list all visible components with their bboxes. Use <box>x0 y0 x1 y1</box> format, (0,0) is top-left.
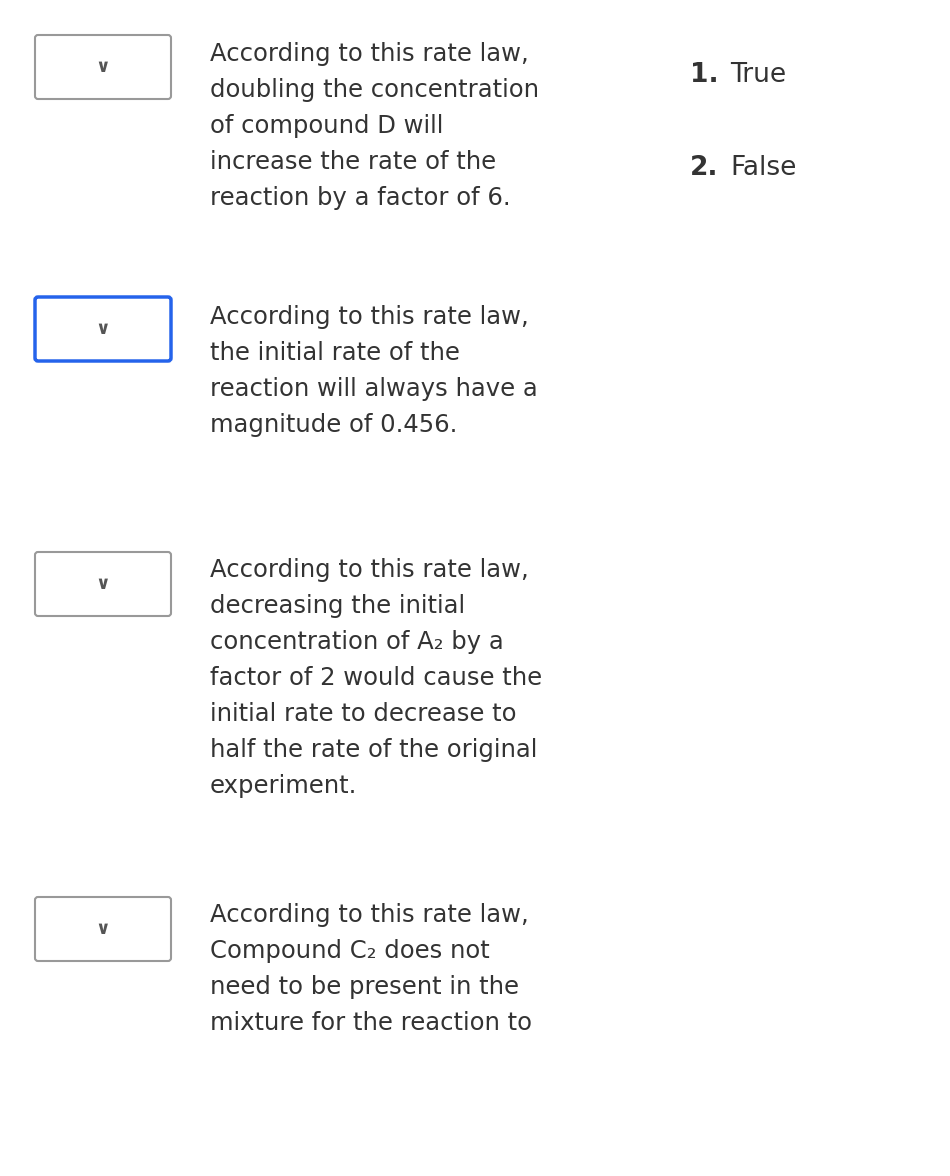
Text: reaction will always have a: reaction will always have a <box>210 377 538 401</box>
Text: ∨: ∨ <box>96 58 110 76</box>
Text: ∨: ∨ <box>96 575 110 593</box>
Text: magnitude of 0.456.: magnitude of 0.456. <box>210 413 457 437</box>
Text: need to be present in the: need to be present in the <box>210 975 519 998</box>
Text: True: True <box>730 62 787 88</box>
Text: ∨: ∨ <box>96 920 110 938</box>
Text: ∨: ∨ <box>96 320 110 338</box>
Text: the initial rate of the: the initial rate of the <box>210 341 460 365</box>
Text: According to this rate law,: According to this rate law, <box>210 42 529 66</box>
Text: increase the rate of the: increase the rate of the <box>210 151 496 174</box>
Text: Compound C₂ does not: Compound C₂ does not <box>210 938 490 963</box>
FancyBboxPatch shape <box>35 552 171 616</box>
Text: False: False <box>730 155 796 181</box>
Text: decreasing the initial: decreasing the initial <box>210 594 466 619</box>
FancyBboxPatch shape <box>35 298 171 361</box>
Text: initial rate to decrease to: initial rate to decrease to <box>210 702 517 726</box>
Text: concentration of A₂ by a: concentration of A₂ by a <box>210 630 504 654</box>
Text: reaction by a factor of 6.: reaction by a factor of 6. <box>210 186 511 211</box>
Text: According to this rate law,: According to this rate law, <box>210 557 529 582</box>
FancyBboxPatch shape <box>35 897 171 961</box>
Text: of compound D will: of compound D will <box>210 114 444 138</box>
Text: doubling the concentration: doubling the concentration <box>210 78 539 102</box>
Text: factor of 2 would cause the: factor of 2 would cause the <box>210 666 542 690</box>
Text: According to this rate law,: According to this rate law, <box>210 305 529 329</box>
Text: 1.: 1. <box>690 62 718 88</box>
Text: half the rate of the original: half the rate of the original <box>210 739 538 762</box>
FancyBboxPatch shape <box>35 35 171 99</box>
Text: experiment.: experiment. <box>210 774 357 799</box>
Text: mixture for the reaction to: mixture for the reaction to <box>210 1011 532 1035</box>
Text: According to this rate law,: According to this rate law, <box>210 903 529 927</box>
Text: 2.: 2. <box>690 155 718 181</box>
